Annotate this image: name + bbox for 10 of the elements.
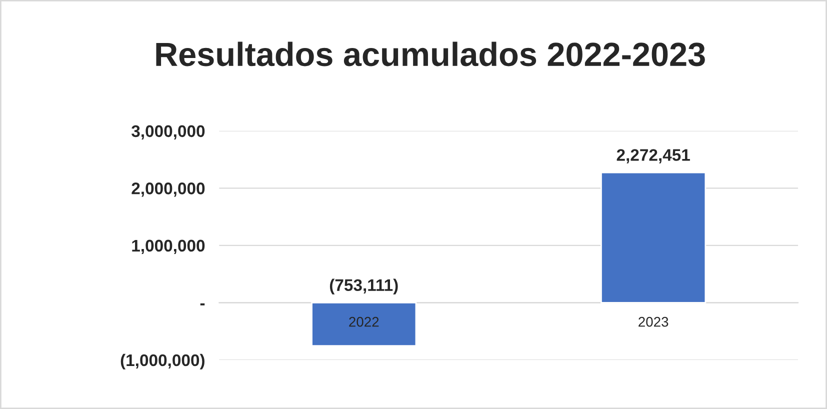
y-tick-label: 3,000,000	[132, 125, 205, 140]
y-tick-label: -	[200, 303, 205, 306]
x-tick-label: 2023	[638, 316, 668, 327]
y-tick-label: 2,000,000	[132, 182, 205, 197]
data-label: 2,272,451	[616, 149, 690, 164]
data-label: (753,111)	[330, 278, 398, 294]
chart-title: Resultados acumulados 2022-2023	[156, 42, 705, 66]
y-tick-label: 1,000,000	[132, 240, 205, 254]
y-tick-label: (1,000,000)	[120, 354, 204, 370]
x-tick-label: 2022	[349, 316, 379, 327]
